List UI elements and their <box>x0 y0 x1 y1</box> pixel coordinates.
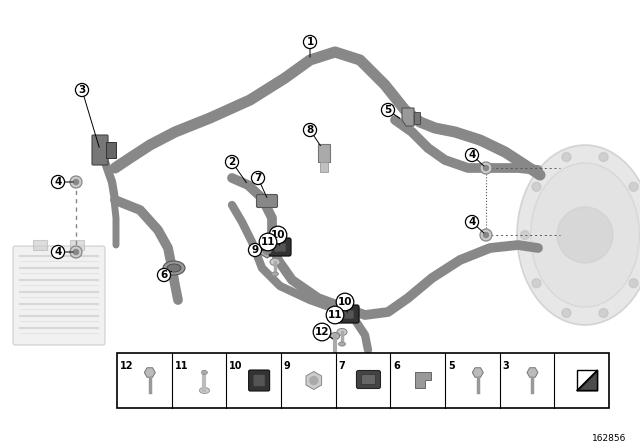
Bar <box>70 240 84 250</box>
FancyBboxPatch shape <box>13 246 105 345</box>
Ellipse shape <box>270 258 280 266</box>
Circle shape <box>562 152 571 162</box>
Ellipse shape <box>271 272 278 276</box>
Circle shape <box>263 246 271 254</box>
Ellipse shape <box>531 163 639 307</box>
Bar <box>117 353 609 408</box>
Ellipse shape <box>339 342 346 346</box>
Ellipse shape <box>163 261 185 275</box>
Text: 3: 3 <box>78 85 86 95</box>
Circle shape <box>480 229 492 241</box>
FancyBboxPatch shape <box>362 375 376 384</box>
Bar <box>414 112 420 124</box>
Text: 11: 11 <box>175 361 188 371</box>
Text: 3: 3 <box>502 361 509 371</box>
Text: 5: 5 <box>385 105 392 115</box>
FancyBboxPatch shape <box>356 370 380 388</box>
Text: 10: 10 <box>229 361 243 371</box>
Text: 2: 2 <box>228 157 236 167</box>
FancyBboxPatch shape <box>248 370 269 391</box>
Text: 7: 7 <box>254 173 262 183</box>
Circle shape <box>599 309 608 318</box>
FancyBboxPatch shape <box>257 194 278 207</box>
Circle shape <box>532 182 541 191</box>
Text: 4: 4 <box>468 150 476 160</box>
Circle shape <box>567 217 603 253</box>
Circle shape <box>70 246 82 258</box>
Ellipse shape <box>330 332 339 340</box>
Bar <box>318 144 330 162</box>
Text: 11: 11 <box>328 310 342 320</box>
Circle shape <box>532 279 541 288</box>
Text: 4: 4 <box>54 177 61 187</box>
Text: 6: 6 <box>394 361 400 371</box>
Ellipse shape <box>337 328 347 336</box>
Polygon shape <box>402 108 414 126</box>
Circle shape <box>629 182 638 191</box>
FancyBboxPatch shape <box>342 310 354 319</box>
Polygon shape <box>415 372 431 388</box>
Polygon shape <box>144 368 156 377</box>
Circle shape <box>520 231 529 240</box>
Polygon shape <box>577 370 597 391</box>
Text: 4: 4 <box>54 247 61 257</box>
Circle shape <box>562 309 571 318</box>
FancyBboxPatch shape <box>337 305 359 323</box>
Text: 9: 9 <box>284 361 291 371</box>
Ellipse shape <box>200 388 209 393</box>
Circle shape <box>557 207 613 263</box>
Circle shape <box>480 162 492 174</box>
Text: 4: 4 <box>468 217 476 227</box>
Polygon shape <box>472 368 483 377</box>
Ellipse shape <box>202 370 207 375</box>
FancyBboxPatch shape <box>253 375 265 387</box>
Text: 12: 12 <box>315 327 329 337</box>
Bar <box>33 240 47 250</box>
Ellipse shape <box>517 145 640 325</box>
Text: 10: 10 <box>338 297 352 307</box>
Circle shape <box>483 165 488 171</box>
Ellipse shape <box>167 264 181 272</box>
Polygon shape <box>306 371 321 389</box>
Text: 12: 12 <box>120 361 134 371</box>
Bar <box>106 142 116 158</box>
Circle shape <box>483 233 488 237</box>
FancyBboxPatch shape <box>274 243 286 252</box>
Text: 10: 10 <box>271 230 285 240</box>
FancyBboxPatch shape <box>92 135 108 165</box>
Circle shape <box>70 176 82 188</box>
Circle shape <box>74 250 79 254</box>
Text: 8: 8 <box>307 125 314 135</box>
Text: 7: 7 <box>339 361 346 371</box>
Text: 6: 6 <box>161 270 168 280</box>
FancyBboxPatch shape <box>269 238 291 256</box>
Text: 5: 5 <box>448 361 455 371</box>
Circle shape <box>74 180 79 185</box>
Polygon shape <box>260 242 274 258</box>
Circle shape <box>599 152 608 162</box>
Polygon shape <box>527 368 538 377</box>
Bar <box>320 162 328 172</box>
Circle shape <box>310 376 318 384</box>
Circle shape <box>629 279 638 288</box>
Text: 11: 11 <box>260 237 275 247</box>
Text: 162856: 162856 <box>591 434 626 443</box>
Text: 9: 9 <box>252 245 259 255</box>
Text: 1: 1 <box>307 37 314 47</box>
